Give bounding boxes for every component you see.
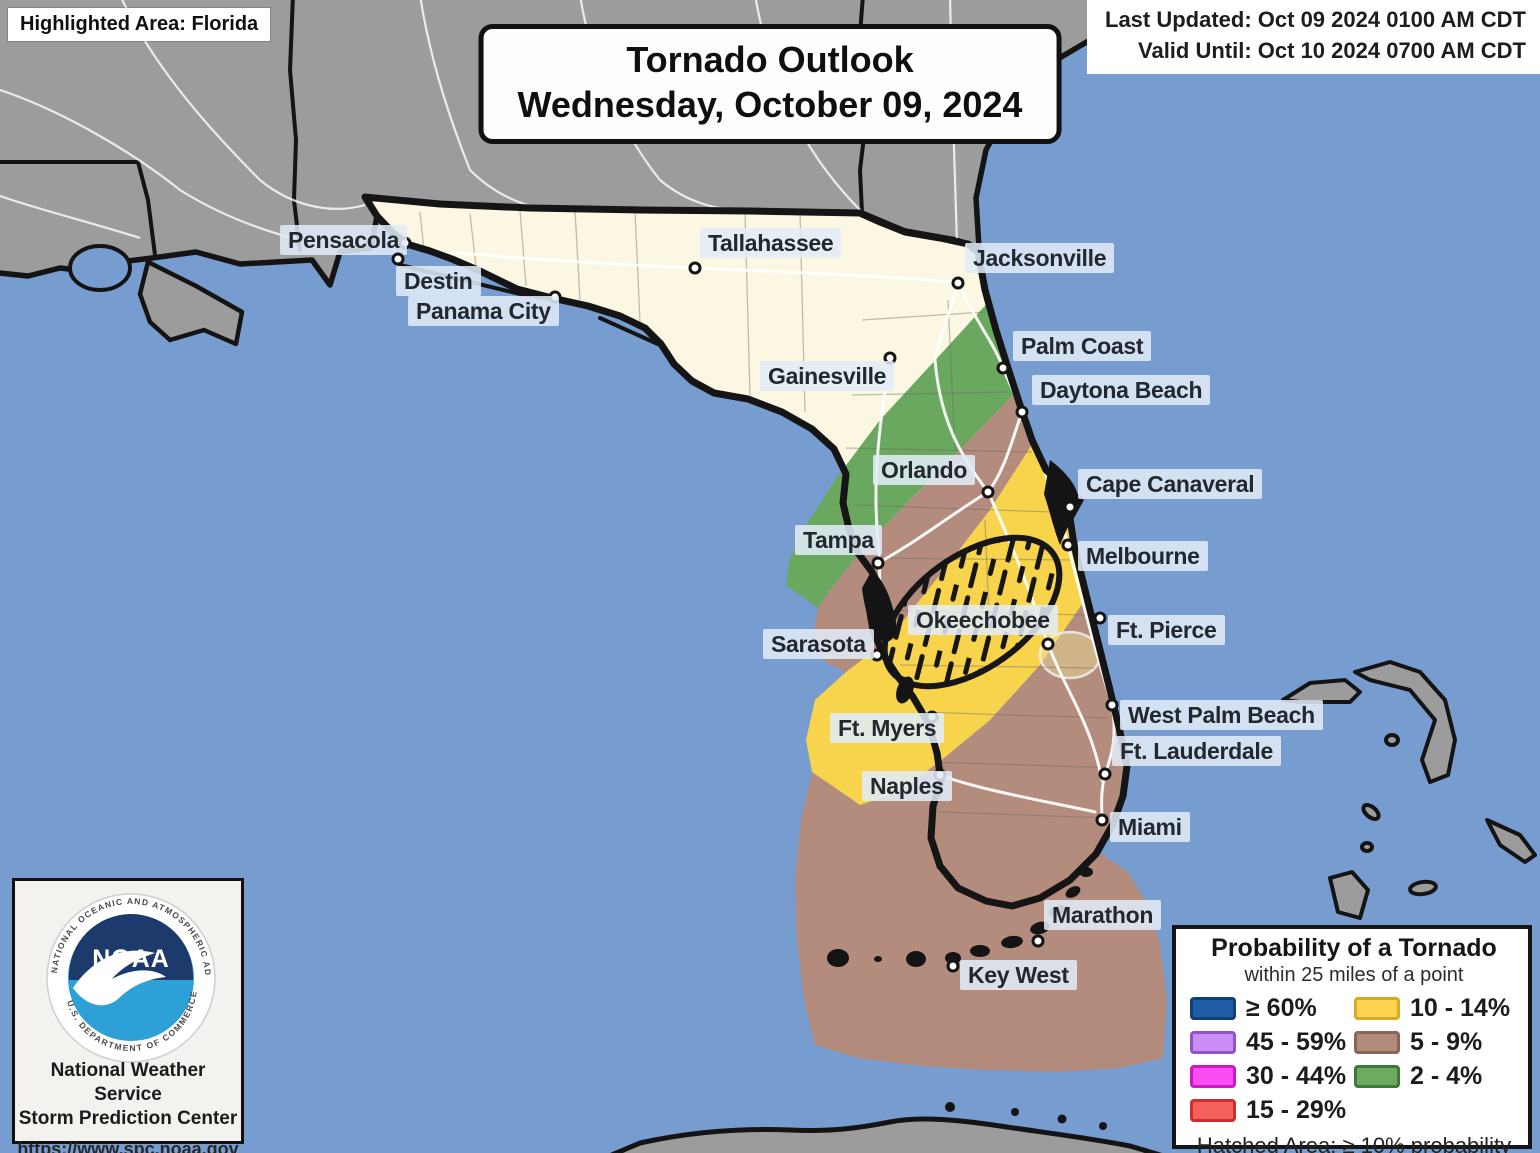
city-marker — [1093, 611, 1107, 625]
legend-hatched-note: Hatched Area: ≥ 10% probability of a sig… — [1196, 1132, 1512, 1153]
city-marker — [1015, 405, 1029, 419]
legend-label: 30 - 44% — [1246, 1062, 1347, 1090]
legend-item: 5 - 9% — [1354, 1028, 1518, 1057]
legend-item: ≥ 60% — [1190, 994, 1354, 1023]
validity-info-box: Last Updated: Oct 09 2024 0100 AM CDT Va… — [1087, 0, 1540, 74]
legend-item: 2 - 4% — [1354, 1062, 1518, 1091]
noaa-branding-box: NOAA NATIONAL OCEANIC AND ATMOSPHERIC AD… — [0, 0, 244, 1153]
legend-swatch — [1190, 1099, 1236, 1122]
city-marker — [981, 485, 995, 499]
cuba — [610, 1116, 1163, 1153]
city-marker — [996, 361, 1010, 375]
mississippi-delta — [137, 259, 245, 347]
city-label: Jacksonville — [965, 243, 1115, 274]
legend-item: 10 - 14% — [1354, 994, 1518, 1023]
city-marker — [1041, 637, 1055, 651]
valid-until-text: Valid Until: Oct 10 2024 0700 AM CDT — [1138, 37, 1526, 63]
legend-label: ≥ 60% — [1246, 994, 1317, 1022]
nws-label: National Weather Service — [50, 1060, 206, 1105]
legend-subtitle: within 25 miles of a point — [1244, 963, 1464, 986]
city-marker — [1098, 767, 1112, 781]
legend-item: 45 - 59% — [1190, 1028, 1354, 1057]
city-label: Destin — [396, 266, 481, 297]
city-label: Ft. Myers — [830, 713, 945, 744]
city-label: Okeechobee — [908, 605, 1058, 636]
last-updated-text: Last Updated: Oct 09 2024 0100 AM CDT — [1105, 7, 1526, 32]
city-label: Ft. Pierce — [1108, 615, 1225, 646]
northern-roads — [0, 0, 960, 284]
legend-swatch — [1190, 1065, 1236, 1088]
city-marker — [1063, 500, 1077, 514]
city-label: Cape Canaveral — [1078, 469, 1263, 500]
legend-swatch — [1190, 997, 1236, 1020]
bahamas-islands — [1281, 660, 1537, 920]
coastal-details — [398, 240, 1079, 704]
city-label: West Palm Beach — [1120, 700, 1323, 731]
spc-url: https://www.spc.noaa.gov — [17, 1139, 239, 1153]
probability-legend: Probability of a Tornado within 25 miles… — [1172, 925, 1532, 1153]
city-marker — [946, 959, 960, 973]
city-label: Panama City — [408, 296, 559, 327]
legend-label: 2 - 4% — [1410, 1062, 1483, 1090]
city-marker — [1061, 538, 1075, 552]
legend-label: 15 - 29% — [1246, 1096, 1347, 1124]
city-marker — [688, 261, 702, 275]
legend-item: 15 - 29% — [1190, 1096, 1354, 1125]
legend-column-1: ≥ 60% 45 - 59% 30 - 44% 15 - 29% — [1190, 994, 1354, 1131]
city-label: Orlando — [873, 455, 976, 486]
lake-pontchartrain — [68, 244, 132, 292]
legend-swatch — [1354, 997, 1400, 1020]
city-marker — [951, 276, 965, 290]
city-label: Naples — [862, 771, 952, 802]
city-label: Marathon — [1044, 900, 1162, 931]
legend-swatch — [1354, 1031, 1400, 1054]
city-label: Pensacola — [280, 225, 408, 256]
map-title: Tornado Outlook — [626, 39, 914, 80]
city-label: Daytona Beach — [1032, 375, 1211, 406]
legend-swatch — [1354, 1065, 1400, 1088]
city-label: Ft. Lauderdale — [1112, 736, 1281, 767]
city-label: Miami — [1110, 812, 1190, 843]
highlighted-area-box: Highlighted Area: Florida — [8, 8, 271, 41]
legend-label: 10 - 14% — [1410, 994, 1511, 1022]
legend-column-2: 10 - 14% 5 - 9% 2 - 4% — [1354, 994, 1518, 1131]
city-label: Key West — [960, 960, 1077, 991]
city-label: Melbourne — [1078, 541, 1208, 572]
legend-swatch — [1190, 1031, 1236, 1054]
map-title-date: Wednesday, October 09, 2024 — [517, 84, 1023, 125]
map-title-box: Tornado Outlook Wednesday, October 09, 2… — [478, 24, 1062, 144]
city-label: Tampa — [795, 525, 882, 556]
city-marker — [1105, 698, 1119, 712]
cuba-cays — [945, 1102, 1107, 1130]
legend-title: Probability of a Tornado — [1211, 934, 1497, 962]
legend-item: 30 - 44% — [1190, 1062, 1354, 1091]
city-label: Tallahassee — [700, 228, 842, 259]
city-label: Palm Coast — [1013, 331, 1152, 362]
city-label: Sarasota — [763, 629, 874, 660]
noaa-bird-icon — [73, 950, 166, 1006]
legend-label: 5 - 9% — [1410, 1028, 1483, 1056]
city-marker — [871, 556, 885, 570]
city-marker — [1095, 813, 1109, 827]
city-label: Gainesville — [760, 361, 895, 392]
city-marker — [1031, 934, 1045, 948]
spc-label: Storm Prediction Center — [18, 1107, 238, 1129]
legend-label: 45 - 59% — [1246, 1028, 1347, 1056]
noaa-logo-text: NOAA — [92, 945, 170, 973]
risk-5-9-south-area — [795, 600, 1167, 1072]
city-marker — [391, 252, 405, 266]
